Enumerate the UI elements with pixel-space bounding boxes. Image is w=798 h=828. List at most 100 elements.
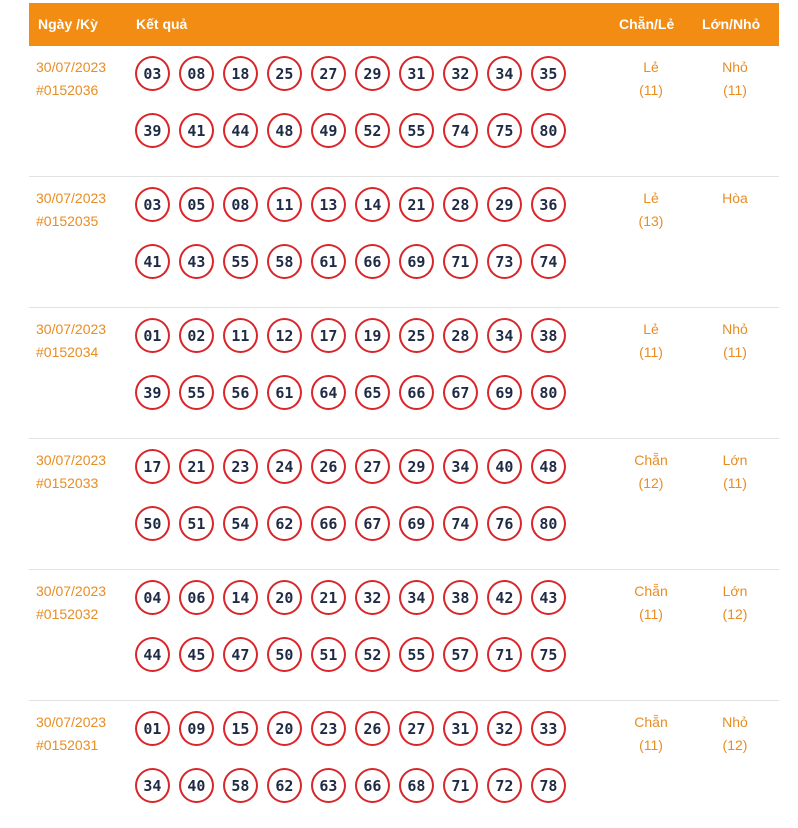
draw-period: #0152034	[36, 344, 99, 360]
result-ball: 61	[267, 375, 302, 410]
size-count: (11)	[723, 82, 747, 98]
result-ball: 40	[179, 768, 214, 803]
result-ball: 21	[311, 580, 346, 615]
draw-period: #0152031	[36, 737, 99, 753]
result-ball: 21	[399, 187, 434, 222]
result-ball: 71	[443, 768, 478, 803]
result-ball: 20	[267, 711, 302, 746]
result-ball: 14	[355, 187, 390, 222]
even-odd-label: Chẵn	[634, 714, 668, 730]
result-ball: 03	[135, 187, 170, 222]
result-ball: 25	[267, 56, 302, 91]
result-ball: 66	[311, 506, 346, 541]
result-ball: 08	[179, 56, 214, 91]
result-ball: 51	[311, 637, 346, 672]
result-number-line: 39 55 56 61 64 65 66 67 69 80	[135, 375, 575, 412]
result-ball: 31	[399, 56, 434, 91]
draw-period: #0152033	[36, 475, 99, 491]
result-ball: 29	[399, 449, 434, 484]
result-ball: 40	[487, 449, 522, 484]
result-ball: 27	[311, 56, 346, 91]
result-ball: 20	[267, 580, 302, 615]
size-label: Nhỏ	[722, 59, 748, 75]
result-ball: 55	[179, 375, 214, 410]
results-table: Ngày /Kỳ Kết quả Chẵn/Lẻ Lớn/Nhỏ 30/07/2…	[29, 3, 779, 828]
table-row: 30/07/2023 #0152032 04 06 14 20 21 32 34 38 42 43 44…	[29, 570, 779, 701]
result-ball: 05	[179, 187, 214, 222]
result-ball: 61	[311, 244, 346, 279]
result-ball: 69	[399, 244, 434, 279]
result-ball: 74	[443, 113, 478, 148]
table-header: Ngày /Kỳ Kết quả Chẵn/Lẻ Lớn/Nhỏ	[29, 3, 779, 46]
result-ball: 71	[443, 244, 478, 279]
result-ball: 14	[223, 580, 258, 615]
result-ball: 67	[443, 375, 478, 410]
result-ball: 74	[443, 506, 478, 541]
table-row: 30/07/2023 #0152034 01 02 11 12 17 19 25 28 34 38 39…	[29, 308, 779, 439]
even-odd-label: Chẵn	[634, 452, 668, 468]
result-ball: 35	[531, 56, 566, 91]
result-ball: 38	[443, 580, 478, 615]
result-ball: 23	[311, 711, 346, 746]
result-ball: 58	[223, 768, 258, 803]
result-ball: 48	[267, 113, 302, 148]
even-odd-label: Lẻ	[643, 59, 659, 75]
result-ball: 01	[135, 318, 170, 353]
result-ball: 29	[487, 187, 522, 222]
result-ball: 64	[311, 375, 346, 410]
result-ball: 78	[531, 768, 566, 803]
result-ball: 69	[399, 506, 434, 541]
result-ball: 34	[487, 318, 522, 353]
result-ball: 39	[135, 375, 170, 410]
even-odd-label: Chẵn	[634, 583, 668, 599]
result-ball: 73	[487, 244, 522, 279]
size-label: Nhỏ	[722, 714, 748, 730]
result-ball: 55	[399, 637, 434, 672]
result-ball: 43	[179, 244, 214, 279]
result-ball: 25	[399, 318, 434, 353]
result-ball: 29	[355, 56, 390, 91]
size-count: (11)	[723, 475, 747, 491]
even-odd-count: (11)	[639, 606, 663, 622]
result-ball: 80	[531, 375, 566, 410]
result-number-line: 34 40 58 62 63 66 68 71 72 78	[135, 768, 575, 805]
result-number-line: 50 51 54 62 66 67 69 74 76 80	[135, 506, 575, 543]
header-date-period: Ngày /Kỳ	[38, 16, 98, 32]
result-ball: 62	[267, 768, 302, 803]
result-ball: 03	[135, 56, 170, 91]
result-ball: 11	[223, 318, 258, 353]
size-label: Lớn	[722, 452, 748, 468]
table-row: 30/07/2023 #0152036 03 08 18 25 27 29 31 32 34 35 39…	[29, 46, 779, 177]
result-ball: 26	[311, 449, 346, 484]
table-row: 30/07/2023 #0152033 17 21 23 24 26 27 29 34 40 48 50…	[29, 439, 779, 570]
result-ball: 27	[355, 449, 390, 484]
result-ball: 49	[311, 113, 346, 148]
result-ball: 48	[531, 449, 566, 484]
draw-period: #0152035	[36, 213, 99, 229]
result-numbers: 03 05 08 11 13 14 21 28 29 36 41 43 55 58 61 66 69 71 73 74	[135, 187, 575, 301]
draw-period: #0152032	[36, 606, 99, 622]
result-ball: 41	[179, 113, 214, 148]
result-ball: 72	[487, 768, 522, 803]
result-numbers: 01 02 11 12 17 19 25 28 34 38 39 55 56 61 64 65 66 67 69 80	[135, 318, 575, 432]
result-ball: 62	[267, 506, 302, 541]
result-ball: 43	[531, 580, 566, 615]
result-ball: 36	[531, 187, 566, 222]
result-ball: 28	[443, 318, 478, 353]
result-ball: 80	[531, 113, 566, 148]
result-ball: 13	[311, 187, 346, 222]
size-label: Hòa	[722, 190, 748, 206]
result-numbers: 04 06 14 20 21 32 34 38 42 43 44 45 47 50 51 52 55 57 71 75	[135, 580, 575, 694]
result-ball: 17	[311, 318, 346, 353]
result-ball: 32	[443, 56, 478, 91]
draw-date: 30/07/2023	[36, 583, 107, 599]
result-ball: 32	[487, 711, 522, 746]
result-number-line: 03 08 18 25 27 29 31 32 34 35	[135, 56, 575, 93]
even-odd-count: (11)	[639, 737, 663, 753]
result-numbers: 17 21 23 24 26 27 29 34 40 48 50 51 54 62 66 67 69 74 76 80	[135, 449, 575, 563]
result-ball: 55	[223, 244, 258, 279]
result-numbers: 03 08 18 25 27 29 31 32 34 35 39 41 44 48 49 52 55 74 75 80	[135, 56, 575, 170]
result-ball: 38	[531, 318, 566, 353]
result-ball: 65	[355, 375, 390, 410]
table-row: 30/07/2023 #0152031 01 09 15 20 23 26 27 31 32 33 34…	[29, 701, 779, 828]
